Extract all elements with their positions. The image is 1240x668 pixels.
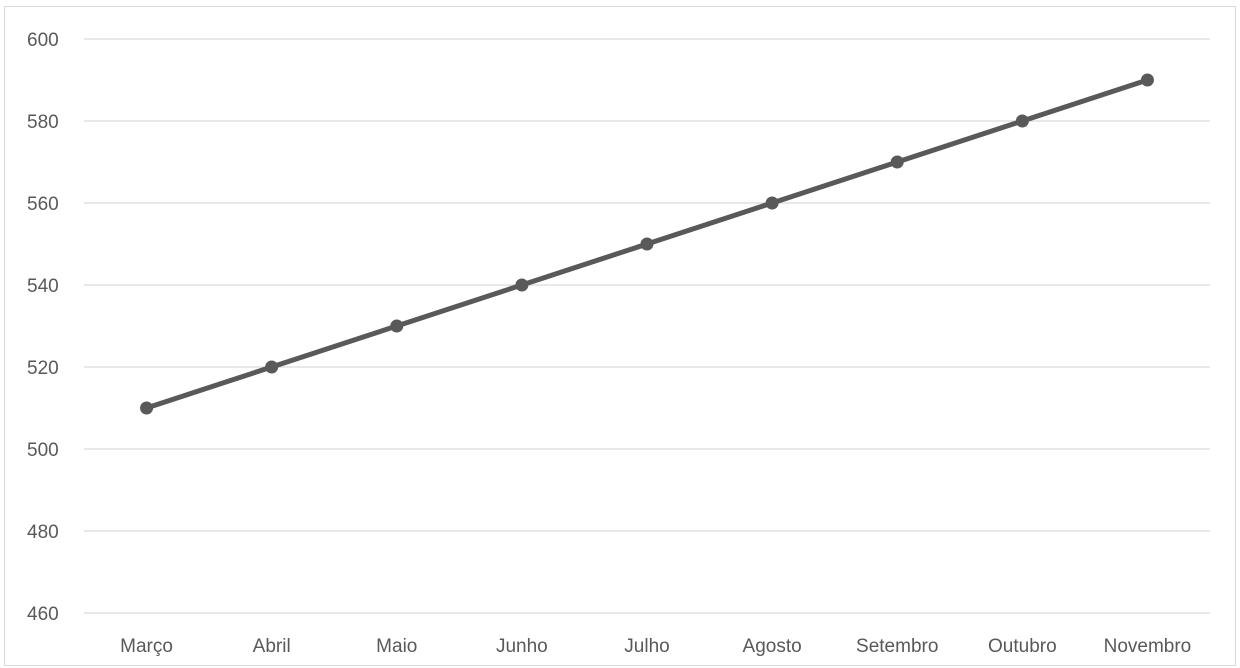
series-layer bbox=[140, 73, 1154, 415]
y-axis-labels: 460 480 500 520 540 560 580 600 bbox=[27, 30, 59, 625]
data-point-julho bbox=[640, 237, 654, 251]
x-tick-label: Março bbox=[120, 636, 173, 657]
data-point-outubro bbox=[1015, 114, 1029, 128]
x-tick-label: Junho bbox=[496, 636, 548, 657]
y-tick-label: 540 bbox=[27, 276, 59, 297]
x-tick-label: Novembro bbox=[1104, 636, 1192, 657]
x-axis-labels: Março Abril Maio Junho Julho Agosto Setembro Ou… bbox=[120, 636, 1191, 657]
data-point-março bbox=[140, 401, 154, 415]
data-point-novembro bbox=[1140, 73, 1154, 87]
data-point-setembro bbox=[890, 155, 904, 169]
y-tick-label: 560 bbox=[27, 194, 59, 215]
x-tick-label: Maio bbox=[376, 636, 417, 657]
x-tick-label: Outubro bbox=[988, 636, 1057, 657]
y-tick-label: 520 bbox=[27, 358, 59, 379]
gridlines bbox=[84, 38, 1210, 614]
data-point-maio bbox=[390, 319, 404, 333]
x-tick-label: Abril bbox=[253, 636, 291, 657]
data-point-junho bbox=[515, 278, 529, 292]
x-tick-label: Agosto bbox=[743, 636, 802, 657]
data-point-abril bbox=[265, 360, 279, 374]
y-tick-label: 460 bbox=[27, 604, 59, 625]
x-tick-label: Setembro bbox=[856, 636, 938, 657]
y-tick-label: 480 bbox=[27, 522, 59, 543]
y-tick-label: 600 bbox=[27, 30, 59, 51]
x-tick-label: Julho bbox=[624, 636, 669, 657]
y-tick-label: 580 bbox=[27, 112, 59, 133]
data-point-agosto bbox=[765, 196, 779, 210]
y-tick-label: 500 bbox=[27, 440, 59, 461]
